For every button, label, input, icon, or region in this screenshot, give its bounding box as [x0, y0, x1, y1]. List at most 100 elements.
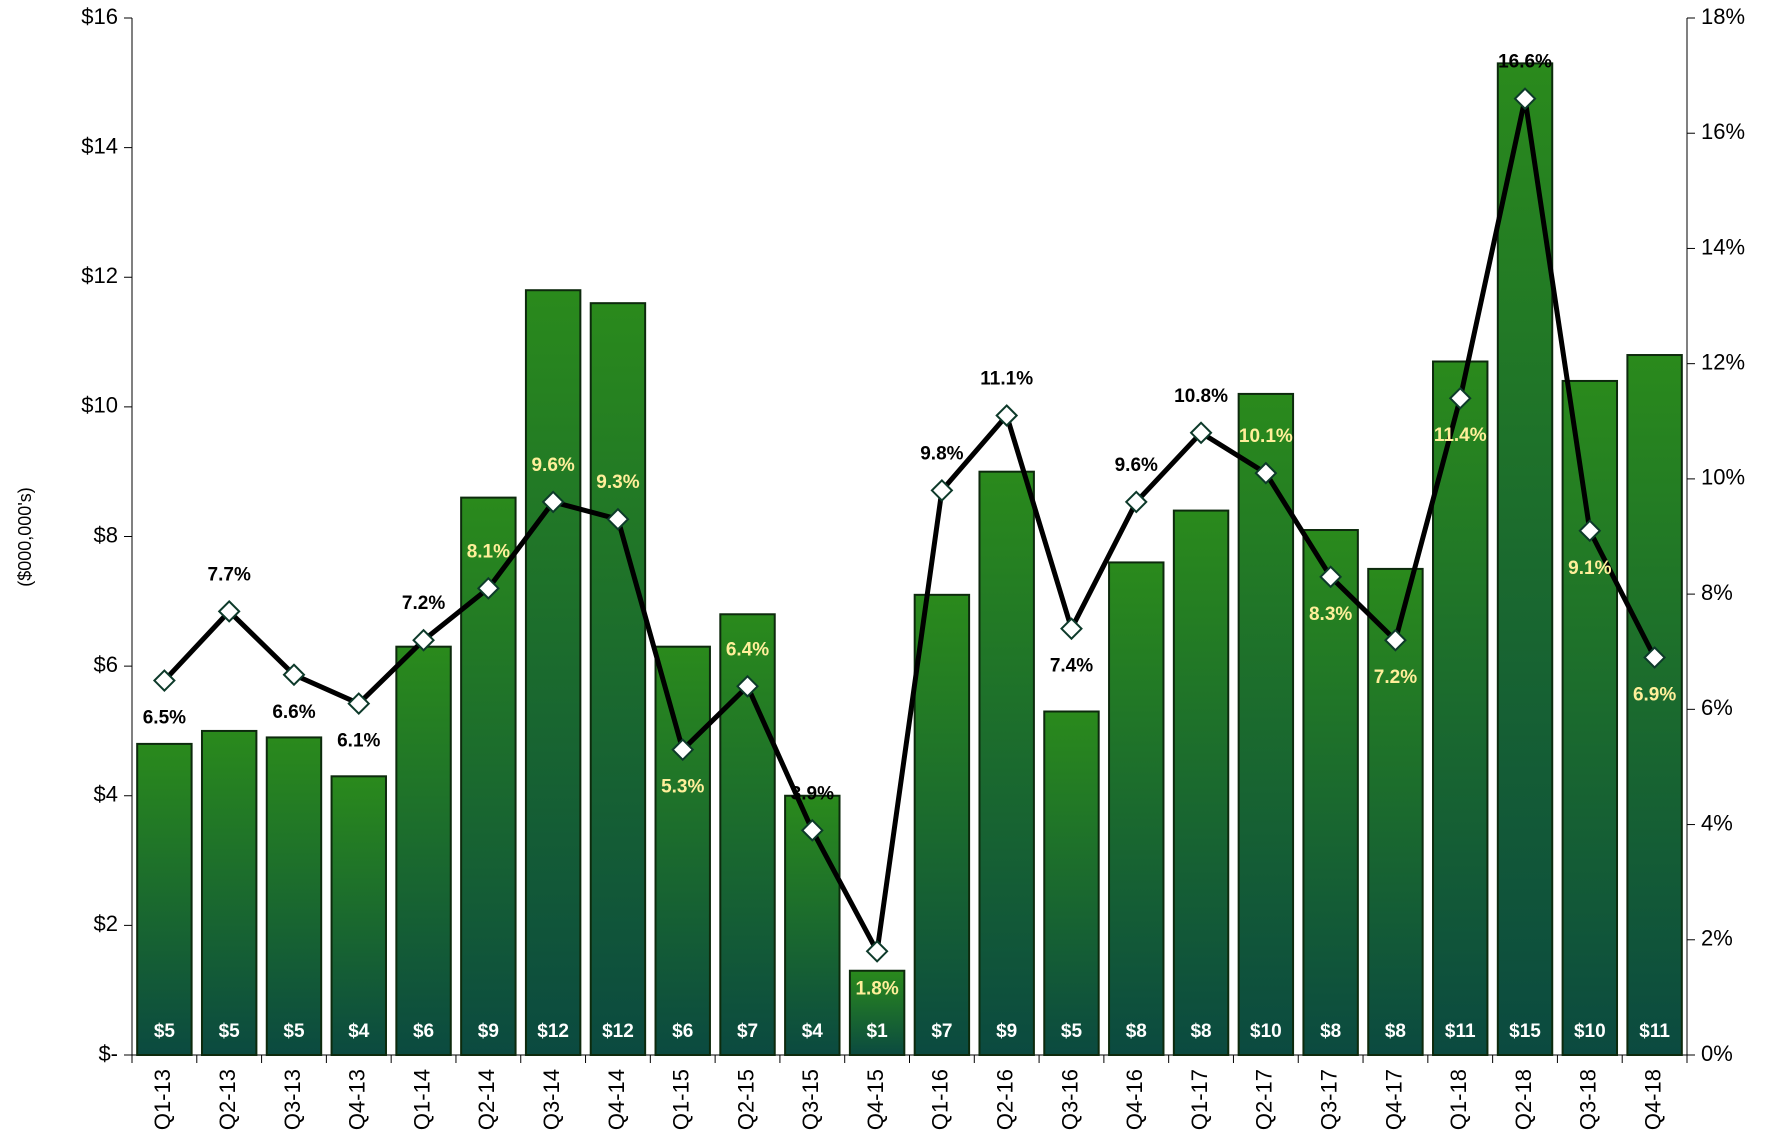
line-value-label: 9.6%: [1115, 455, 1158, 476]
line-value-label: 10.8%: [1174, 386, 1228, 407]
line-marker: [995, 404, 1019, 427]
bar: [654, 645, 711, 1057]
y2-tick-label: 10%: [1701, 465, 1745, 490]
bar: [848, 969, 906, 1057]
bar-value-label: $11: [1639, 1021, 1670, 1042]
bar: [1172, 509, 1230, 1056]
line-value-label: 5.3%: [661, 777, 704, 798]
y2-tick-label: 4%: [1701, 810, 1733, 835]
line-value-label: 8.3%: [1309, 604, 1352, 625]
line-value-label: 6.1%: [337, 731, 380, 752]
x-tick-label: Q4-14: [604, 1069, 629, 1130]
line-marker: [606, 507, 630, 531]
line-value-label: 6.6%: [272, 702, 315, 723]
bar: [265, 736, 323, 1056]
y2-tick-label: 14%: [1701, 234, 1745, 259]
line-marker: [930, 478, 954, 502]
line-value-label: 6.4%: [726, 639, 769, 660]
bar-value-label: $7: [931, 1021, 952, 1042]
x-tick-label: Q3-15: [798, 1069, 823, 1130]
line-marker: [541, 490, 565, 514]
x-tick-label: Q4-15: [863, 1069, 888, 1130]
y-tick-label: $6: [94, 652, 118, 677]
line-marker: [347, 692, 371, 715]
bar-value-label: $11: [1445, 1021, 1476, 1042]
bar: [1432, 360, 1489, 1057]
x-tick-label: Q2-14: [474, 1069, 499, 1130]
x-tick-label: Q1-16: [928, 1069, 953, 1130]
x-tick-label: Q4-16: [1122, 1069, 1147, 1130]
bar-value-label: $10: [1574, 1021, 1606, 1042]
line-marker: [412, 628, 435, 652]
line-marker: [800, 818, 824, 842]
bar: [1302, 529, 1359, 1056]
line-value-label: 1.8%: [855, 978, 898, 999]
line-value-label: 16.6%: [1498, 52, 1552, 73]
bar: [524, 289, 582, 1056]
bar-value-label: $5: [283, 1021, 305, 1042]
line-value-label: 3.9%: [791, 783, 834, 804]
y2-tick-label: 0%: [1701, 1041, 1733, 1066]
y2-tick-label: 12%: [1701, 349, 1745, 374]
line-marker: [1060, 617, 1083, 641]
line-value-label: 9.3%: [596, 472, 639, 493]
line-value-label: 6.9%: [1633, 684, 1676, 705]
line-marker: [152, 669, 176, 692]
bar: [136, 742, 193, 1057]
y2-tick-label: 16%: [1701, 119, 1745, 144]
x-tick-label: Q3-14: [539, 1069, 564, 1130]
line-value-label: 7.4%: [1050, 656, 1093, 677]
y2-tick-label: 6%: [1701, 695, 1733, 720]
line-marker: [1124, 490, 1148, 514]
line-marker: [736, 674, 759, 698]
bar-value-label: $1: [867, 1021, 889, 1042]
bar-value-label: $8: [1385, 1021, 1406, 1042]
line-marker: [671, 738, 695, 762]
bar: [1043, 710, 1100, 1057]
x-tick-label: Q2-15: [733, 1069, 758, 1130]
bar-value-label: $5: [1061, 1021, 1083, 1042]
x-tick-label: Q3-16: [1057, 1069, 1082, 1130]
bar-value-label: $4: [802, 1021, 824, 1042]
bar-value-label: $10: [1250, 1021, 1282, 1042]
y-axis-label: ($000,000's): [15, 487, 35, 587]
bar: [1108, 561, 1165, 1056]
bar: [395, 645, 452, 1057]
line-value-label: 8.1%: [467, 541, 510, 562]
y-tick-label: $12: [81, 263, 118, 288]
bar-value-label: $7: [737, 1021, 758, 1042]
bar-value-label: $5: [154, 1021, 176, 1042]
line-value-label: 7.2%: [1374, 667, 1417, 688]
bar-value-label: $12: [602, 1021, 634, 1042]
bar-value-label: $5: [219, 1021, 241, 1042]
y-tick-label: $16: [81, 4, 118, 29]
bar: [978, 470, 1035, 1056]
line-marker: [1513, 87, 1537, 111]
x-tick-label: Q1-13: [150, 1069, 175, 1130]
bar: [200, 729, 258, 1056]
bar-value-label: $15: [1509, 1021, 1541, 1042]
bar-value-label: $9: [996, 1021, 1017, 1042]
bar: [1237, 392, 1295, 1057]
line-value-label: 7.2%: [402, 593, 445, 614]
y-tick-label: $10: [81, 393, 118, 418]
bar: [1561, 379, 1619, 1056]
y2-tick-label: 2%: [1701, 926, 1733, 951]
x-tick-label: Q1-15: [669, 1069, 694, 1130]
x-tick-label: Q1-17: [1187, 1069, 1212, 1130]
y2-tick-label: 8%: [1701, 580, 1733, 605]
line-marker: [1254, 461, 1278, 485]
line-marker: [282, 663, 306, 687]
bar-value-label: $8: [1126, 1021, 1147, 1042]
x-tick-label: Q1-18: [1446, 1069, 1471, 1130]
y-tick-label: $2: [94, 911, 118, 936]
bar-value-label: $6: [413, 1021, 434, 1042]
x-tick-label: Q4-18: [1640, 1069, 1665, 1130]
line-marker: [865, 939, 889, 963]
bar-value-label: $8: [1320, 1021, 1341, 1042]
x-tick-label: Q3-17: [1316, 1069, 1341, 1130]
bar-value-label: $8: [1190, 1021, 1211, 1042]
line-marker: [1578, 519, 1602, 543]
line-marker: [1384, 628, 1407, 652]
